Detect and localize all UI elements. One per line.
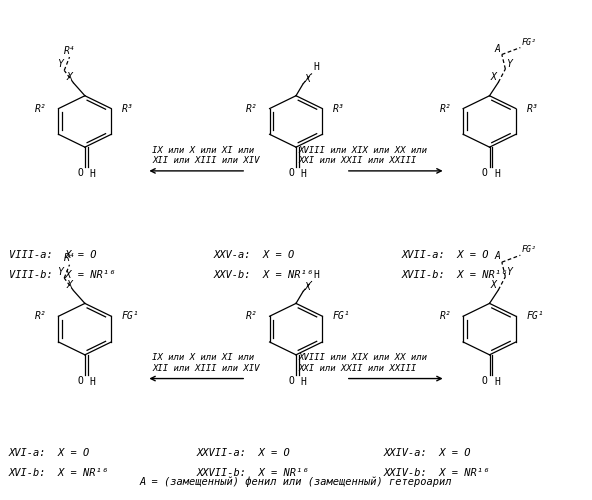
Text: R³: R³ <box>526 104 538 114</box>
Text: R⁴: R⁴ <box>64 46 75 56</box>
Text: H: H <box>89 170 95 179</box>
Text: H: H <box>301 377 307 387</box>
Text: XVII-b:  X = NR¹⁶: XVII-b: X = NR¹⁶ <box>401 270 508 280</box>
Text: FG¹: FG¹ <box>122 312 140 322</box>
Text: XXIV-a:  X = O: XXIV-a: X = O <box>384 448 471 458</box>
Text: XVIII или XIX или XX или
XXI или XXII или XXIII: XVIII или XIX или XX или XXI или XXII ил… <box>299 353 428 372</box>
Text: Y: Y <box>507 266 513 276</box>
Text: R²: R² <box>246 312 258 322</box>
Text: R²: R² <box>35 312 47 322</box>
Text: X: X <box>491 72 497 83</box>
Text: A: A <box>494 44 500 54</box>
Text: H: H <box>494 170 500 179</box>
Text: IX или X или XI или
XII или XIII или XIV: IX или X или XI или XII или XIII или XIV <box>152 353 260 372</box>
Text: FG¹: FG¹ <box>526 312 544 322</box>
Text: FG²: FG² <box>522 38 536 46</box>
Text: H: H <box>301 170 307 179</box>
Text: VIII-b:  X = NR¹⁶: VIII-b: X = NR¹⁶ <box>9 270 115 280</box>
Text: O: O <box>77 168 83 178</box>
Text: R²: R² <box>246 104 258 114</box>
Text: R³: R³ <box>333 104 345 114</box>
Text: FG¹: FG¹ <box>333 312 350 322</box>
Text: XVIII или XIX или XX или
XXI или XXII или XXIII: XVIII или XIX или XX или XXI или XXII ил… <box>299 146 428 165</box>
Text: XXV-b:  X = NR¹⁶: XXV-b: X = NR¹⁶ <box>214 270 314 280</box>
Text: X: X <box>304 74 310 84</box>
Text: XVI-a:  X = O: XVI-a: X = O <box>9 448 90 458</box>
Text: XXIV-b:  X = NR¹⁶: XXIV-b: X = NR¹⁶ <box>384 468 490 477</box>
Text: R²: R² <box>35 104 47 114</box>
Text: XXV-a:  X = O: XXV-a: X = O <box>214 250 295 260</box>
Text: FG²: FG² <box>522 246 536 254</box>
Text: X: X <box>66 72 72 82</box>
Text: X: X <box>491 280 497 290</box>
Text: A: A <box>494 251 500 261</box>
Text: Y: Y <box>507 59 513 69</box>
Text: O: O <box>288 376 294 386</box>
Text: XXVII-a:  X = O: XXVII-a: X = O <box>197 448 290 458</box>
Text: Y: Y <box>57 266 63 276</box>
Text: R⁴: R⁴ <box>64 254 75 264</box>
Text: O: O <box>482 376 488 386</box>
Text: IX или X или XI или
XII или XIII или XIV: IX или X или XI или XII или XIII или XIV <box>152 146 260 165</box>
Text: H: H <box>313 270 319 280</box>
Text: XXVII-b:  X = NR¹⁶: XXVII-b: X = NR¹⁶ <box>197 468 309 477</box>
Text: O: O <box>482 168 488 178</box>
Text: A = (замещенный) фенил или (замещенный) гетероарил: A = (замещенный) фенил или (замещенный) … <box>140 477 452 488</box>
Text: Y: Y <box>57 59 63 69</box>
Text: H: H <box>89 377 95 387</box>
Text: H: H <box>494 377 500 387</box>
Text: R³: R³ <box>122 104 134 114</box>
Text: R²: R² <box>440 312 451 322</box>
Text: XVII-a:  X = O: XVII-a: X = O <box>401 250 489 260</box>
Text: H: H <box>313 62 319 72</box>
Text: O: O <box>77 376 83 386</box>
Text: X: X <box>304 282 310 292</box>
Text: XVI-b:  X = NR¹⁶: XVI-b: X = NR¹⁶ <box>9 468 109 477</box>
Text: R²: R² <box>440 104 451 114</box>
Text: VIII-a:  X = O: VIII-a: X = O <box>9 250 96 260</box>
Text: X: X <box>66 280 72 290</box>
Text: O: O <box>288 168 294 178</box>
